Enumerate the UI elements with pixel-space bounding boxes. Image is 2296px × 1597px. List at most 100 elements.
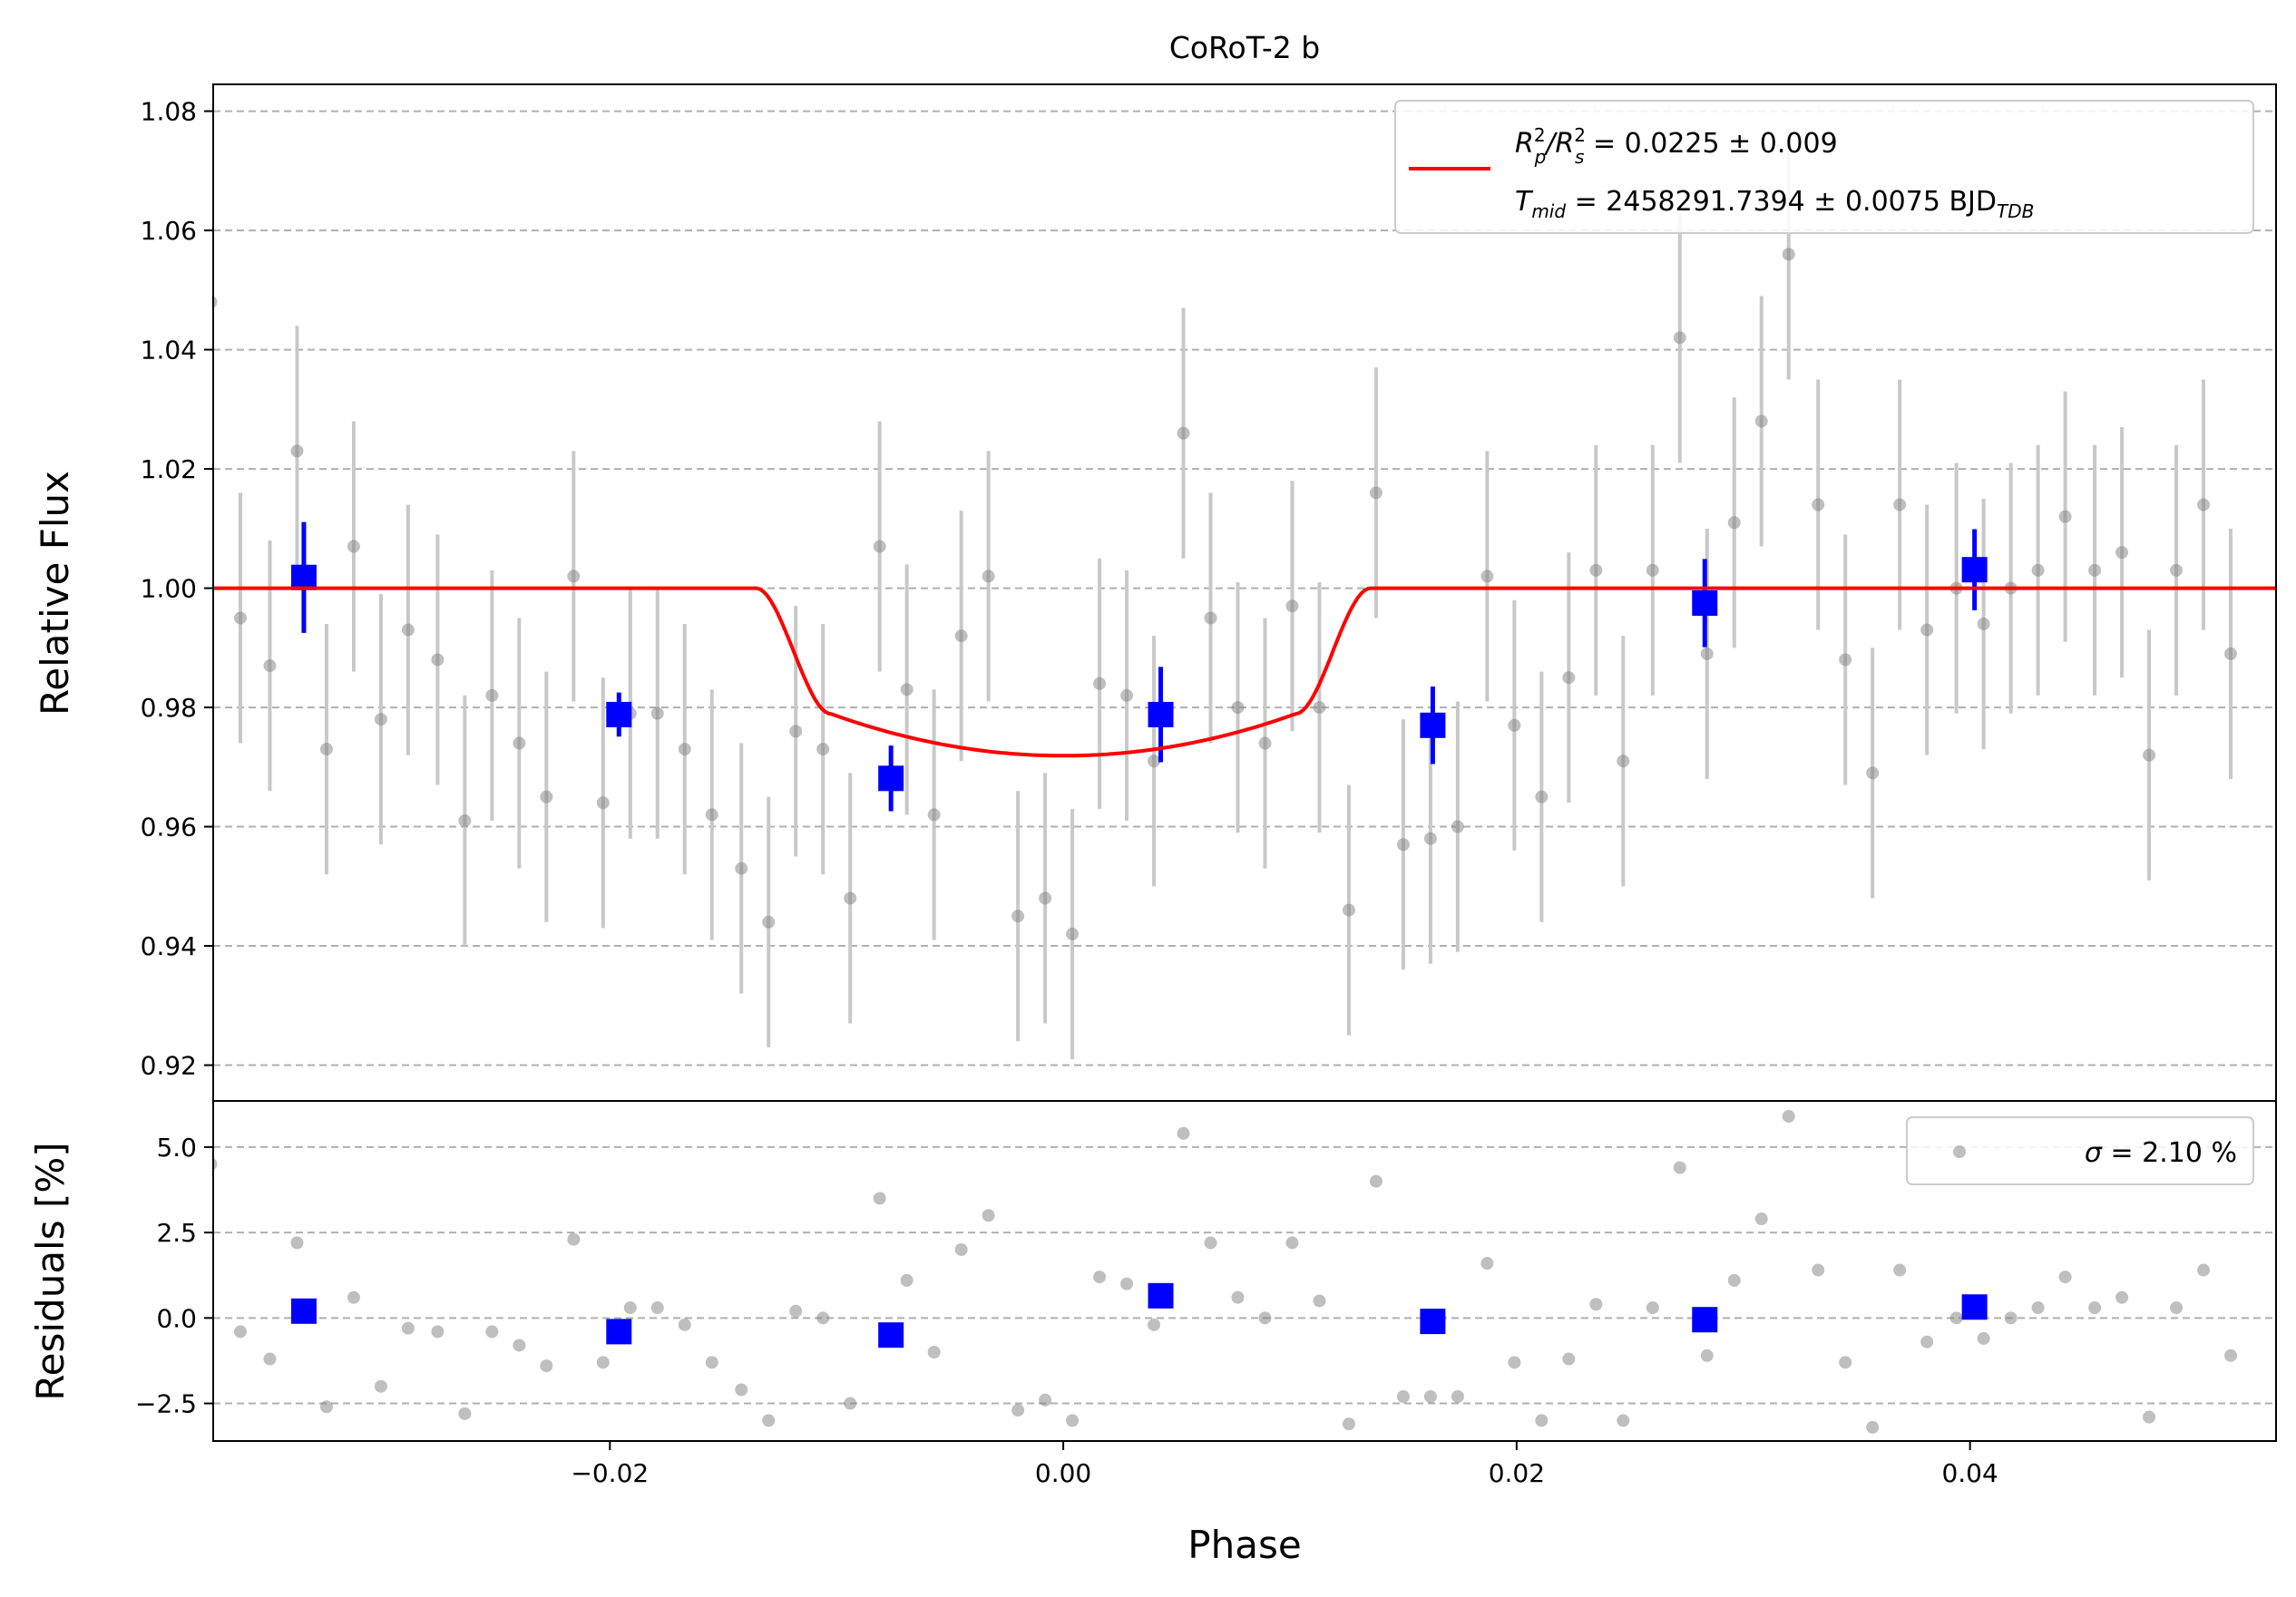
top-raw-point — [982, 570, 995, 583]
top-raw-point — [735, 862, 748, 875]
top-raw-point — [1480, 570, 1494, 583]
top-y-ticks: 0.92 0.94 0.96 0.98 1.00 1.02 1.04 1.06 1.08 — [141, 97, 213, 1081]
x-tick-label: 0.04 — [1941, 1458, 1998, 1488]
bottom-raw-point — [2224, 1349, 2238, 1362]
bottom-raw-point — [982, 1209, 995, 1222]
bottom-raw-point — [319, 1400, 333, 1414]
top-raw-point — [1342, 903, 1355, 917]
top-raw-point — [1120, 688, 1134, 702]
bottom-raw-point — [954, 1242, 968, 1256]
bottom-raw-point — [1839, 1356, 1852, 1369]
bottom-raw-point — [1342, 1417, 1355, 1431]
top-raw-point — [1204, 611, 1217, 625]
top-raw-point — [1562, 671, 1576, 685]
top-y-tick-label: 1.08 — [141, 97, 197, 127]
top-raw-point — [1839, 653, 1852, 667]
top-raw-point — [567, 570, 581, 583]
bottom-y-axis-title: Residuals [%] — [28, 1142, 73, 1400]
bottom-raw-point — [290, 1236, 304, 1250]
bottom-y-tick-label: 0.0 — [156, 1303, 197, 1333]
bottom-raw-point — [1782, 1109, 1795, 1123]
top-y-tick-label: 1.02 — [141, 454, 197, 484]
bottom-raw-point — [1754, 1212, 1768, 1226]
top-raw-point — [2143, 748, 2156, 762]
top-binned-point — [1961, 557, 1988, 583]
top-raw-point — [1231, 701, 1245, 715]
bottom-raw-point — [816, 1311, 830, 1325]
bottom-raw-point — [1700, 1349, 1714, 1362]
bottom-panel-frame — [212, 1100, 2277, 1442]
top-raw-point — [1369, 486, 1382, 500]
bottom-binned-point — [1148, 1282, 1174, 1309]
chart-title: CoRoT-2 b — [1169, 30, 1320, 65]
top-y-tick-label: 0.98 — [141, 693, 197, 723]
bottom-raw-point — [1727, 1273, 1741, 1287]
bottom-raw-point — [2170, 1301, 2184, 1315]
bottom-raw-point — [2031, 1301, 2045, 1315]
bottom-legend: σ = 2.10 % — [1906, 1116, 2254, 1185]
bottom-raw-point — [213, 1158, 218, 1171]
bottom-raw-point — [1480, 1257, 1494, 1271]
bottom-raw-point — [1285, 1236, 1299, 1250]
bottom-raw-point — [233, 1325, 247, 1339]
bottom-raw-point — [789, 1304, 803, 1318]
bottom-raw-point — [431, 1325, 445, 1339]
legend-sigma-label: σ = 2.10 % — [2085, 1137, 2237, 1169]
bottom-raw-point — [844, 1397, 857, 1410]
top-raw-point — [1258, 736, 1272, 750]
top-legend-box — [1394, 100, 2254, 234]
bottom-raw-point — [1177, 1126, 1190, 1140]
bottom-raw-point — [2088, 1301, 2102, 1315]
top-raw-point — [705, 808, 718, 822]
legend-tmid-label: Tmid = 2458291.7394 ± 0.0075 BJDTDB — [1515, 186, 2034, 222]
bottom-raw-point — [596, 1356, 610, 1369]
top-raw-point — [374, 713, 387, 726]
top-y-tick-label: 0.96 — [141, 813, 197, 842]
bottom-raw-point — [1148, 1318, 1161, 1331]
bottom-raw-point — [1369, 1174, 1382, 1188]
bottom-raw-point — [1423, 1390, 1437, 1404]
bottom-raw-points — [213, 1109, 2238, 1434]
bottom-raw-point — [2197, 1263, 2211, 1277]
top-legend: R2 p/R2 s = 0.0225 ± 0.009 Tmid = 2458291.… — [1394, 100, 2254, 234]
top-raw-point — [213, 296, 218, 308]
top-raw-point — [233, 611, 247, 625]
top-raw-point — [900, 683, 914, 696]
bottom-raw-point — [513, 1339, 526, 1352]
bottom-raw-point — [1617, 1414, 1630, 1427]
top-raw-point — [431, 653, 445, 667]
top-raw-point — [540, 790, 553, 803]
top-raw-point — [290, 444, 304, 458]
bottom-raw-point — [705, 1356, 718, 1369]
top-raw-point — [789, 725, 803, 738]
bottom-y-tick-label: 5.0 — [156, 1133, 197, 1163]
top-raw-point — [1754, 414, 1768, 428]
bottom-raw-point — [374, 1379, 387, 1393]
top-raw-point — [1646, 563, 1659, 577]
bottom-raw-point — [873, 1192, 886, 1205]
bottom-binned-point — [290, 1298, 317, 1324]
top-y-tick-label: 1.04 — [141, 336, 197, 365]
bottom-raw-point — [1231, 1290, 1245, 1304]
top-raw-point — [458, 813, 472, 827]
top-raw-point — [1812, 498, 1825, 511]
top-raw-point — [1148, 755, 1161, 768]
bottom-raw-point — [1535, 1414, 1549, 1427]
top-raw-points — [213, 0, 2293, 940]
top-raw-point — [2281, 0, 2293, 6]
bottom-raw-point — [2004, 1311, 2018, 1325]
top-raw-point — [1508, 718, 1521, 732]
top-raw-point — [1423, 832, 1437, 845]
bottom-y-tick-label: −2.5 — [135, 1389, 197, 1419]
top-raw-point — [1011, 910, 1025, 923]
top-y-tick-label: 0.94 — [141, 931, 197, 961]
top-binned-point — [1148, 701, 1174, 727]
bottom-raw-point — [1893, 1263, 1907, 1277]
top-raw-point — [513, 736, 526, 750]
top-binned-point — [1420, 712, 1446, 738]
top-raw-point — [2115, 546, 2129, 560]
bottom-raw-point — [485, 1325, 499, 1339]
top-raw-point — [2254, 0, 2267, 6]
bottom-raw-point — [1673, 1161, 1686, 1174]
bottom-raw-point — [1093, 1271, 1107, 1284]
